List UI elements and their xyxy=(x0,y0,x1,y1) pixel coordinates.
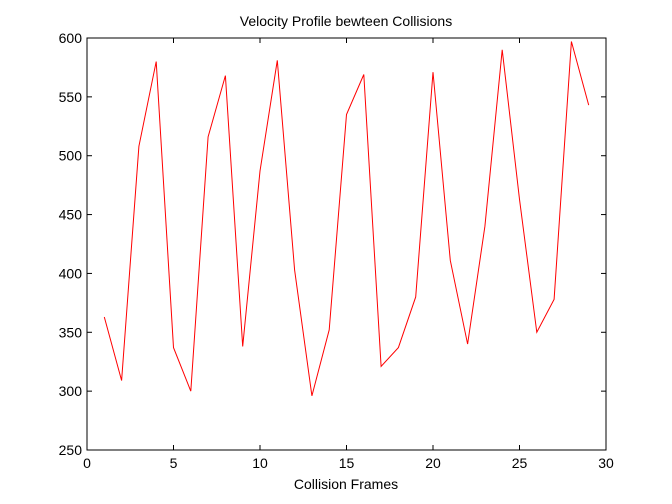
x-axis-label: Collision Frames xyxy=(294,476,398,492)
y-tick-label: 300 xyxy=(59,383,83,399)
y-axis: 250 300 350 400 450 500 550 600 xyxy=(59,30,606,458)
x-tick-label: 30 xyxy=(598,455,614,471)
y-tick-label: 550 xyxy=(59,89,83,105)
y-tick-label: 350 xyxy=(59,324,83,340)
y-tick-label: 400 xyxy=(59,265,83,281)
chart-title: Velocity Profile bewteen Collisions xyxy=(240,13,452,29)
plot-area xyxy=(86,37,607,451)
x-tick-label: 25 xyxy=(512,455,528,471)
y-tick-label: 450 xyxy=(59,207,83,223)
x-tick-label: 5 xyxy=(170,455,178,471)
series-layer xyxy=(103,41,590,396)
x-axis: 0 5 10 15 20 25 30 xyxy=(83,38,614,471)
y-tick-label: 250 xyxy=(59,442,83,458)
x-tick-label: 0 xyxy=(83,455,91,471)
x-tick-label: 10 xyxy=(252,455,268,471)
y-tick-label: 500 xyxy=(59,148,83,164)
x-tick-label: 15 xyxy=(339,455,355,471)
y-tick-label: 600 xyxy=(59,30,83,46)
series-line xyxy=(103,41,590,396)
x-tick-label: 20 xyxy=(425,455,441,471)
